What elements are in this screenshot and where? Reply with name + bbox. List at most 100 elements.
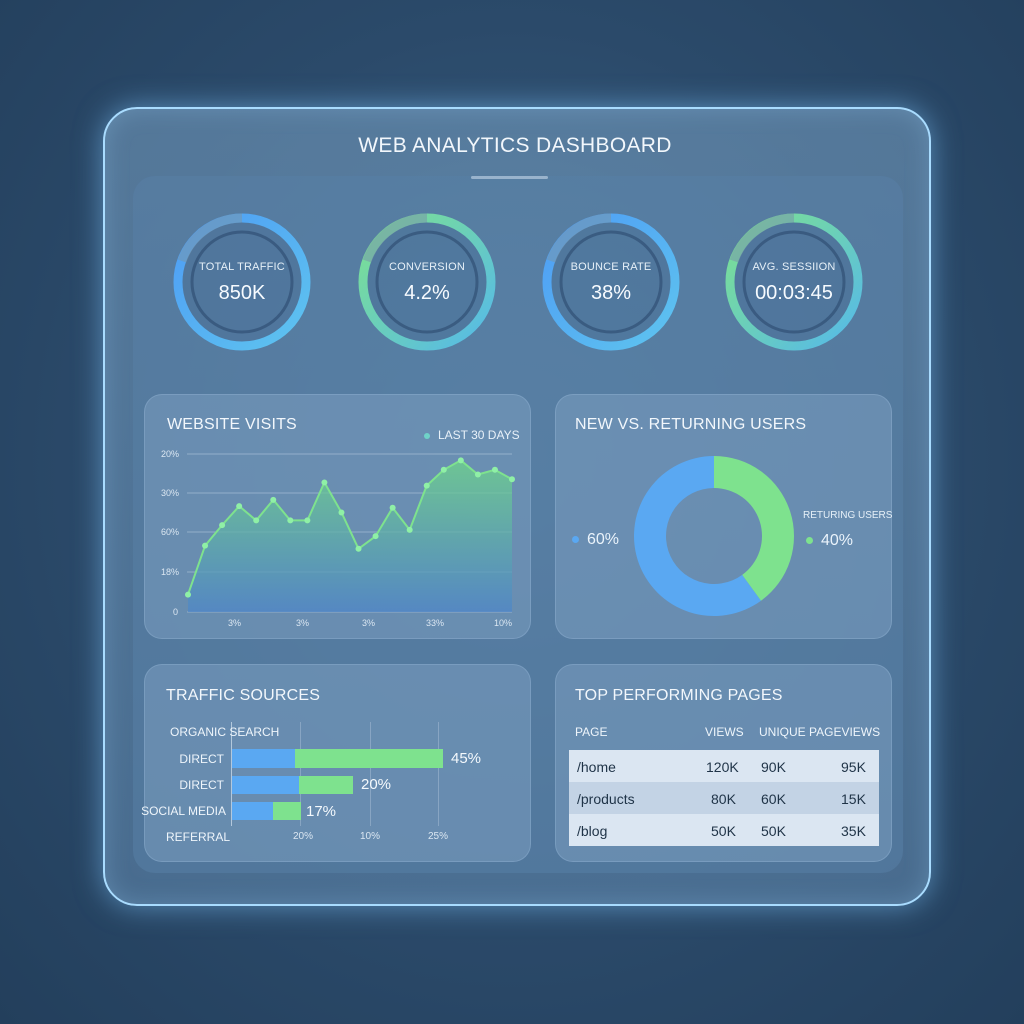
- kpi-ring-inner: [559, 230, 663, 334]
- kpi-ring-bg: [178, 218, 306, 346]
- table-cell-extra: 15K: [841, 791, 866, 807]
- kpi-total-traffic[interactable]: TOTAL TRAFFIC 850K: [171, 211, 313, 353]
- x-tick-label: 3%: [362, 618, 376, 628]
- new-users-slice: [634, 456, 762, 616]
- y-tick-label: 20%: [161, 449, 180, 459]
- bar-axis-line: [231, 722, 232, 826]
- kpi-label: TOTAL TRAFFIC: [199, 261, 285, 273]
- bar-segment-green: [295, 749, 443, 768]
- table-header-views[interactable]: VIEWS: [705, 725, 744, 739]
- kpi-ring: [725, 213, 863, 351]
- table-header-unique[interactable]: UNIQUE PAGEVIEWS: [759, 725, 881, 739]
- returning-users-value: 40%: [821, 532, 854, 549]
- returning-users-dot-icon: [806, 537, 813, 545]
- kpi-ring-track: [177, 213, 243, 263]
- table-row[interactable]: /home 120K 90K 95K: [569, 750, 879, 782]
- y-tick-label: 30%: [161, 488, 180, 498]
- x-tick-label: 3%: [228, 618, 242, 628]
- kpi-ring-outer: [173, 213, 311, 351]
- kpi-ring-bg: [730, 218, 858, 346]
- table-cell-unique: 90K: [761, 759, 786, 775]
- traffic-bar[interactable]: [232, 749, 443, 768]
- dashboard-title: WEB ANALYTICS DASHBOARD: [358, 134, 672, 157]
- kpi-label: BOUNCE RATE: [570, 261, 652, 273]
- kpi-ring: [173, 213, 311, 351]
- bar-category-label: SOCIAL MEDIA: [141, 804, 226, 818]
- table-cell-views: 80K: [711, 791, 736, 807]
- kpi-ring-outer: [358, 213, 496, 351]
- traffic-bar[interactable]: [232, 776, 353, 794]
- bar-category-label: REFERRAL: [166, 830, 231, 844]
- table-cell-views: 50K: [711, 823, 736, 839]
- returning-users-slice: [714, 456, 794, 601]
- bar-grid-line: [438, 722, 439, 826]
- kpi-ring-track: [729, 213, 795, 263]
- kpi-label: AVG. SESSIION: [752, 261, 836, 273]
- x-tick-label: 10%: [494, 618, 513, 628]
- kpi-value: 850K: [218, 282, 266, 304]
- y-tick-label: 18%: [161, 567, 180, 577]
- x-tick-label: 20%: [293, 831, 314, 842]
- kpi-ring-inner: [190, 230, 294, 334]
- kpi-ring-outer: [542, 213, 680, 351]
- table-cell-extra: 95K: [841, 759, 866, 775]
- bar-grid-line: [370, 722, 371, 826]
- table-row[interactable]: /products 80K 60K 15K: [569, 782, 879, 814]
- x-tick-label: 10%: [360, 831, 381, 842]
- bar-value-label: 20%: [361, 776, 392, 793]
- new-users-value: 60%: [587, 531, 620, 548]
- top-pages-table: /home 120K 90K 95K /products 80K 60K 15K…: [569, 750, 879, 846]
- bar-category-label: ORGANIC SEARCH: [170, 725, 280, 739]
- table-cell-page: /blog: [577, 823, 608, 839]
- bar-value-label: 45%: [451, 750, 482, 767]
- x-tick-label: 33%: [426, 618, 445, 628]
- traffic-sources-title: TRAFFIC SOURCES: [166, 687, 321, 704]
- kpi-conversion[interactable]: CONVERSION 4.2%: [356, 211, 498, 353]
- x-tick-label: 3%: [296, 618, 310, 628]
- top-pages-title: TOP PERFORMING PAGES: [575, 687, 783, 704]
- table-cell-page: /products: [577, 791, 635, 807]
- kpi-ring-bg: [547, 218, 675, 346]
- kpi-label: CONVERSION: [389, 261, 465, 273]
- website-visits-title: WEBSITE VISITS: [167, 416, 297, 433]
- table-cell-unique: 60K: [761, 791, 786, 807]
- y-tick-label: 60%: [161, 527, 180, 537]
- kpi-ring: [542, 213, 680, 351]
- table-row[interactable]: /blog 50K 50K 35K: [569, 814, 879, 846]
- y-tick-label: 0: [173, 607, 179, 617]
- bar-grid-line: [300, 722, 301, 826]
- table-cell-views: 120K: [706, 759, 739, 775]
- table-cell-extra: 35K: [841, 823, 866, 839]
- x-tick-label: 25%: [428, 831, 449, 842]
- kpi-value: 4.2%: [404, 282, 450, 304]
- legend-dot-icon: [424, 432, 430, 439]
- users-donut-chart: [634, 456, 794, 616]
- kpi-bounce-rate[interactable]: BOUNCE RATE 38%: [540, 211, 682, 353]
- traffic-bar[interactable]: [232, 802, 301, 820]
- bar-segment-blue: [232, 776, 299, 794]
- returning-users-label: RETURING USERS: [803, 510, 893, 521]
- bar-segment-green: [273, 802, 301, 820]
- new-users-dot-icon: [572, 536, 579, 544]
- table-header-page[interactable]: PAGE: [575, 725, 608, 739]
- kpi-value: 38%: [590, 282, 632, 304]
- bar-segment-blue: [232, 749, 295, 768]
- kpi-ring-outer: [725, 213, 863, 351]
- kpi-ring-track: [546, 213, 612, 263]
- bar-segment-blue: [232, 802, 273, 820]
- kpi-ring-track: [362, 213, 428, 263]
- kpi-ring-inner: [742, 230, 846, 334]
- kpi-value: 00:03:45: [755, 282, 833, 304]
- kpi-ring-inner: [375, 230, 479, 334]
- table-cell-page: /home: [577, 759, 616, 775]
- kpi-avg-session[interactable]: AVG. SESSIION 00:03:45: [723, 211, 865, 353]
- visits-legend-label: LAST 30 DAYS: [438, 428, 520, 442]
- users-title: NEW VS. RETURNING USERS: [575, 416, 807, 433]
- visits-legend: LAST 30 DAYS: [424, 428, 520, 442]
- bar-category-label: DIRECT: [179, 752, 224, 766]
- bar-value-label: 17%: [306, 803, 337, 820]
- kpi-ring: [358, 213, 496, 351]
- returning-users-legend: 40%: [806, 532, 853, 550]
- bar-category-label: DIRECT: [179, 778, 224, 792]
- table-cell-unique: 50K: [761, 823, 786, 839]
